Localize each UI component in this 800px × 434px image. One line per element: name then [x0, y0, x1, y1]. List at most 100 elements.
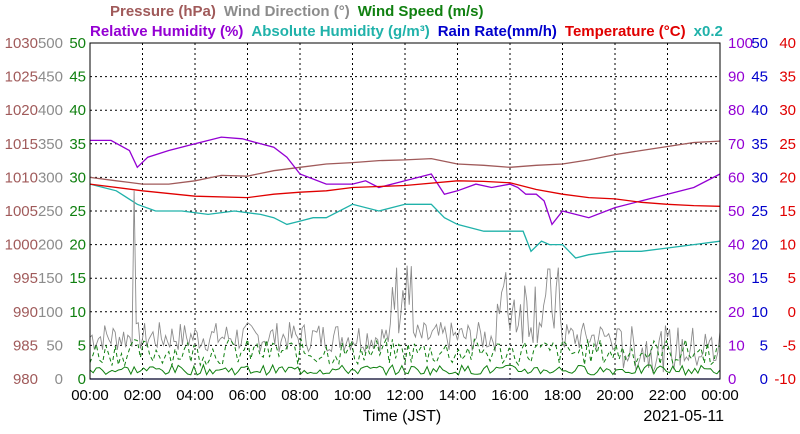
y-tick-label: 1015: [5, 136, 38, 153]
legend-item: Wind Direction (°): [224, 3, 350, 20]
y-tick-label: 25: [751, 203, 768, 220]
y-tick-label: 250: [38, 203, 63, 220]
y-tick-label: 10: [779, 237, 796, 254]
y-tick-label: 70: [728, 136, 745, 153]
y-tick-label: 40: [728, 237, 745, 254]
y-tick-label: 50: [728, 203, 745, 220]
legend-item: x0.2: [694, 23, 723, 40]
y-tick-label: 980: [13, 371, 38, 388]
x-tick-label: 02:00: [124, 387, 162, 404]
y-tick-label: 15: [69, 270, 86, 287]
y-tick-label: 35: [69, 136, 86, 153]
x-tick-label: 20:00: [596, 387, 634, 404]
y-tick-label: 10: [69, 304, 86, 321]
legend-item: Pressure (hPa): [110, 3, 216, 20]
wind-gust-trace: [89, 337, 721, 367]
x-axis: 00:00 02:00 04:00 06:00 08:00 10:00 12:00 14:00…: [71, 387, 739, 404]
y-tick-label: 35: [751, 136, 768, 153]
y-tick-label: 1020: [5, 102, 38, 119]
left-axes: 1030102510201015101010051000995990985980…: [5, 35, 86, 388]
y-tick-label: 40: [69, 102, 86, 119]
x-axis-label: Time (JST): [363, 408, 442, 425]
y-tick-label: 50: [751, 35, 768, 52]
y-tick-label: 150: [38, 270, 63, 287]
y-tick-label: 200: [38, 237, 63, 254]
date-label: 2021-05-11: [643, 408, 724, 425]
y-tick-label: 10: [728, 337, 745, 354]
x-tick-label: 22:00: [649, 387, 687, 404]
y-tick-label: 100: [728, 35, 753, 52]
x-tick-label: 00:00: [701, 387, 739, 404]
legend-item: Temperature (°C): [565, 23, 686, 40]
y-tick-label: 985: [13, 337, 38, 354]
y-tick-label: 40: [779, 35, 796, 52]
y-tick-label: 5: [760, 337, 768, 354]
y-tick-label: 1000: [5, 237, 38, 254]
x-tick-label: 00:00: [71, 387, 109, 404]
y-tick-label: 0: [728, 371, 736, 388]
legend-item: Relative Humidity (%): [90, 23, 243, 40]
y-tick-label: 1005: [5, 203, 38, 220]
y-tick-label: 30: [728, 270, 745, 287]
x-tick-label: 16:00: [491, 387, 529, 404]
x-tick-label: 08:00: [281, 387, 319, 404]
legend-row-1: Pressure (hPa) Wind Direction (°) Wind Spe…: [110, 3, 483, 20]
legend-item: Rain Rate(mm/h): [438, 23, 557, 40]
x-tick-label: 18:00: [544, 387, 582, 404]
y-tick-label: 10: [751, 304, 768, 321]
y-tick-label: 20: [728, 304, 745, 321]
legend-row-2: Relative Humidity (%) Absolute Humidity (…: [90, 23, 723, 40]
y-tick-label: 20: [779, 169, 796, 186]
y-tick-label: 0: [78, 371, 86, 388]
y-tick-label: 0: [760, 371, 768, 388]
y-tick-label: 5: [78, 337, 86, 354]
y-tick-label: 45: [69, 69, 86, 86]
series-line: [89, 140, 721, 185]
x-tick-label: 12:00: [386, 387, 424, 404]
y-tick-label: 1030: [5, 35, 38, 52]
y-tick-label: 15: [751, 270, 768, 287]
y-tick-label: 30: [69, 169, 86, 186]
y-tick-label: 35: [779, 69, 796, 86]
y-tick-label: 0: [55, 371, 63, 388]
y-tick-label: 300: [38, 169, 63, 186]
y-tick-label: 1025: [5, 69, 38, 86]
y-tick-label: 50: [69, 35, 86, 52]
y-tick-label: 15: [779, 203, 796, 220]
series-line: [90, 136, 721, 226]
legend-item: Wind Speed (m/s): [358, 3, 484, 20]
y-tick-label: 90: [728, 69, 745, 86]
y-tick-label: 20: [751, 237, 768, 254]
y-tick-label: 450: [38, 69, 63, 86]
plot-grid: [90, 43, 720, 379]
y-tick-label: 995: [13, 270, 38, 287]
y-tick-label: 1010: [5, 169, 38, 186]
y-tick-label: 100: [38, 304, 63, 321]
y-tick-label: 25: [69, 203, 86, 220]
y-tick-label: -10: [774, 371, 796, 388]
series-line: [89, 180, 721, 207]
x-tick-label: 04:00: [176, 387, 214, 404]
wind-speed-trace: [89, 363, 721, 377]
y-tick-label: -5: [783, 337, 796, 354]
y-tick-label: 30: [779, 102, 796, 119]
y-tick-label: 350: [38, 136, 63, 153]
plot-frame: [89, 42, 721, 380]
series-line: [89, 183, 721, 259]
wind-traces: [89, 190, 721, 377]
legend-item: Absolute Humidity (g/m³): [251, 23, 429, 40]
y-tick-label: 30: [751, 169, 768, 186]
x-tick-label: 10:00: [334, 387, 372, 404]
y-tick-label: 5: [788, 270, 796, 287]
y-tick-label: 0: [788, 304, 796, 321]
x-tick-label: 14:00: [439, 387, 477, 404]
y-tick-label: 50: [46, 337, 63, 354]
y-tick-label: 60: [728, 169, 745, 186]
y-tick-label: 990: [13, 304, 38, 321]
y-tick-label: 400: [38, 102, 63, 119]
right-axes: 1009080706050403020100504540353025201510…: [728, 35, 796, 388]
y-tick-label: 80: [728, 102, 745, 119]
y-tick-label: 20: [69, 237, 86, 254]
x-tick-label: 06:00: [229, 387, 267, 404]
